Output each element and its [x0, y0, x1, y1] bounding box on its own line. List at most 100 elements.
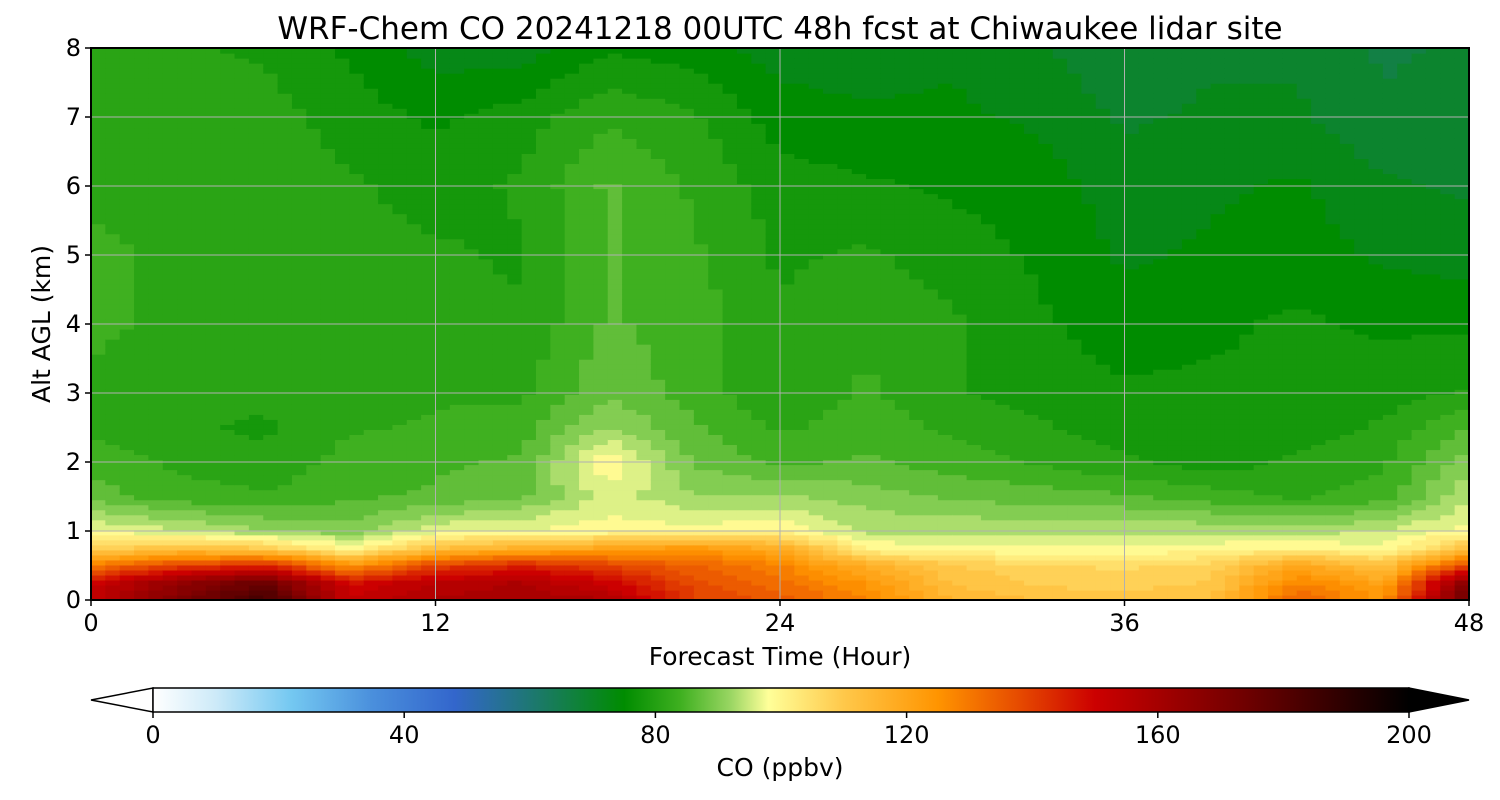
heatmap-cell: [177, 374, 193, 380]
heatmap-cell: [650, 389, 666, 395]
heatmap-cell: [550, 278, 566, 285]
heatmap-cell: [507, 318, 523, 325]
heatmap-cell: [622, 138, 638, 144]
heatmap-cell: [291, 68, 307, 74]
heatmap-cell: [320, 524, 336, 531]
heatmap-cell: [291, 389, 307, 395]
heatmap-cell: [492, 414, 508, 420]
heatmap-cell: [349, 534, 365, 541]
heatmap-cell: [708, 298, 724, 305]
heatmap-cell: [162, 178, 178, 185]
heatmap-cell: [220, 399, 236, 405]
heatmap-cell: [464, 384, 480, 390]
heatmap-cell: [177, 484, 193, 491]
heatmap-cell: [492, 58, 508, 64]
heatmap-cell: [134, 98, 150, 104]
heatmap-cell: [392, 138, 408, 144]
heatmap-cell: [464, 68, 480, 74]
heatmap-cell: [205, 293, 221, 300]
heatmap-cell: [464, 153, 480, 159]
heatmap-cell: [579, 268, 594, 275]
heatmap-cell: [650, 58, 666, 64]
heatmap-cell: [134, 499, 150, 506]
heatmap-cell: [363, 93, 379, 99]
heatmap-cell: [406, 228, 422, 235]
heatmap-cell: [392, 263, 408, 270]
heatmap-cell: [177, 329, 193, 335]
heatmap-cell: [464, 148, 480, 154]
heatmap-cell: [693, 494, 709, 501]
heatmap-cell: [722, 499, 738, 506]
heatmap-cell: [220, 68, 236, 74]
heatmap-cell: [550, 223, 566, 230]
heatmap-cell: [593, 464, 609, 471]
heatmap-cell: [306, 419, 322, 425]
heatmap-cell: [162, 113, 178, 119]
heatmap-cell: [492, 233, 508, 240]
heatmap-cell: [248, 509, 264, 516]
heatmap-cell: [679, 253, 695, 260]
heatmap-cell: [406, 63, 422, 69]
heatmap-cell: [134, 138, 150, 144]
heatmap-cell: [622, 409, 638, 415]
heatmap-cell: [492, 153, 508, 159]
heatmap-cell: [248, 228, 264, 235]
heatmap-cell: [564, 449, 580, 456]
heatmap-cell: [579, 203, 594, 210]
heatmap-cell: [349, 103, 365, 109]
heatmap-cell: [593, 594, 609, 600]
heatmap-cell: [277, 273, 293, 280]
heatmap-cell: [363, 108, 379, 114]
heatmap-cell: [679, 569, 695, 576]
heatmap-cell: [349, 364, 365, 370]
heatmap-cell: [306, 354, 322, 360]
heatmap-cell: [435, 324, 451, 330]
heatmap-cell: [263, 574, 279, 581]
heatmap-cell: [335, 193, 350, 200]
heatmap-cell: [306, 98, 322, 104]
heatmap-cell: [349, 108, 365, 114]
heatmap-cell: [693, 48, 709, 54]
heatmap-cell: [622, 404, 638, 410]
heatmap-cell: [91, 484, 106, 491]
heatmap-cell: [162, 394, 178, 400]
heatmap-cell: [363, 374, 379, 380]
heatmap-cell: [464, 198, 480, 205]
heatmap-cell: [205, 369, 221, 375]
heatmap-cell: [220, 308, 236, 315]
heatmap-cell: [234, 163, 250, 170]
heatmap-cell: [665, 454, 681, 461]
heatmap-cell: [306, 449, 322, 456]
heatmap-cell: [535, 268, 551, 275]
heatmap-cell: [406, 113, 422, 119]
heatmap-cell: [722, 454, 738, 461]
heatmap-cell: [406, 108, 422, 114]
heatmap-cell: [363, 514, 379, 521]
heatmap-cell: [134, 303, 150, 310]
heatmap-cell: [105, 178, 121, 185]
heatmap-cell: [550, 48, 566, 54]
heatmap-cell: [650, 298, 666, 305]
heatmap-cell: [205, 474, 221, 481]
heatmap-cell: [435, 424, 451, 430]
heatmap-cell: [277, 73, 293, 79]
heatmap-cell: [363, 504, 379, 511]
heatmap-cell: [708, 138, 724, 144]
heatmap-cell: [449, 113, 465, 119]
heatmap-cell: [378, 313, 394, 320]
heatmap-cell: [679, 293, 695, 300]
heatmap-cell: [248, 263, 264, 270]
heatmap-cell: [435, 594, 451, 600]
heatmap-cell: [392, 439, 408, 446]
heatmap-cell: [679, 178, 695, 185]
heatmap-cell: [234, 499, 250, 506]
heatmap-cell: [593, 344, 609, 350]
heatmap-cell: [91, 138, 106, 144]
heatmap-cell: [449, 434, 465, 441]
heatmap-cell: [291, 454, 307, 461]
heatmap-cell: [693, 424, 709, 430]
heatmap-cell: [521, 253, 537, 260]
heatmap-cell: [291, 519, 307, 526]
heatmap-cell: [679, 404, 695, 410]
heatmap-cell: [579, 143, 594, 149]
